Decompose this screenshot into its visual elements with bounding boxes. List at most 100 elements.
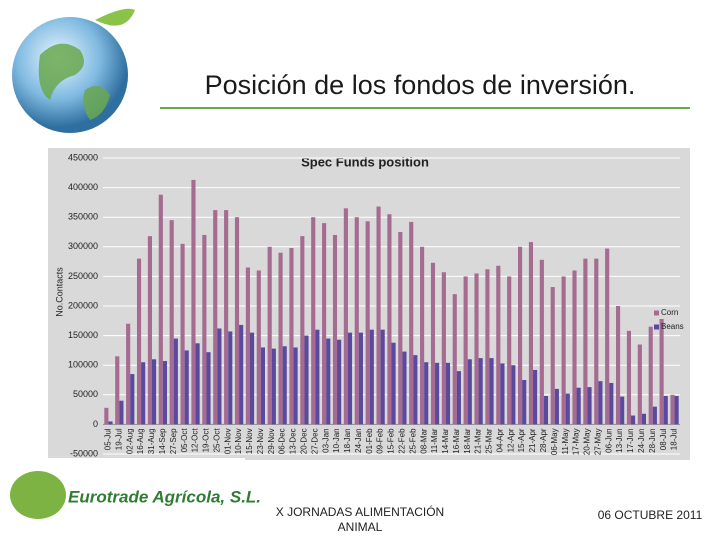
bar (271, 348, 276, 425)
bar (224, 210, 229, 425)
chart: Spec Funds position No.Contacts -5000005… (48, 148, 690, 460)
x-tick-label: 22-Feb (397, 428, 406, 454)
bar (435, 362, 440, 425)
bar (119, 400, 124, 425)
bar (337, 339, 342, 425)
bar (467, 359, 472, 425)
bar (354, 217, 359, 425)
bar (304, 335, 309, 425)
x-tick-label: 20-May (583, 428, 592, 455)
bar (365, 221, 370, 425)
x-tick-label: 24-Jan (354, 428, 363, 452)
x-tick-label: 21-Mar (474, 428, 483, 454)
bar (158, 194, 163, 425)
x-tick-label: 11-May (561, 428, 570, 454)
bar (615, 306, 621, 425)
x-tick-label: 27-May (593, 428, 602, 455)
company-logo-mark (10, 471, 66, 519)
bar (500, 363, 505, 425)
bar (130, 374, 135, 425)
x-tick-label: 01-Feb (365, 428, 374, 454)
bar (456, 371, 461, 425)
x-tick-label: 06-May (550, 428, 559, 455)
legend-swatch (654, 324, 659, 330)
globe-land (38, 43, 110, 120)
y-tick-label: 400000 (68, 182, 98, 192)
bar (343, 208, 348, 425)
y-tick-label: 200000 (68, 300, 98, 310)
bar (609, 382, 614, 425)
bar (278, 252, 283, 425)
bar (169, 220, 174, 425)
bar (228, 331, 233, 425)
bar (539, 259, 544, 425)
bar (485, 269, 490, 425)
bar (507, 276, 512, 425)
x-tick-label: 25-Oct (212, 428, 221, 453)
bar (550, 287, 555, 425)
bar (598, 381, 603, 425)
bar (587, 387, 592, 425)
chart-title: Spec Funds position (301, 154, 429, 169)
x-tick-label: 18-Mar (463, 428, 472, 454)
y-axis-label: No.Contacts (54, 267, 64, 317)
x-tick-label: 12-Apr (506, 428, 515, 452)
bar (424, 362, 429, 425)
y-tick-label: 150000 (68, 330, 98, 340)
bar (184, 350, 189, 425)
bar (489, 358, 494, 425)
x-tick-label: 16-Mar (452, 428, 461, 454)
x-tick-label: 13-Dec (289, 428, 298, 454)
bar (441, 272, 446, 425)
bar (554, 388, 559, 425)
x-tick-label: 18-Jan (343, 428, 352, 452)
bar (162, 361, 168, 425)
x-tick-label: 04-Apr (495, 428, 504, 452)
bar (583, 258, 588, 425)
event-date: 06 OCTUBRE 2011 (598, 508, 703, 522)
bar (452, 294, 457, 425)
bar (239, 324, 244, 425)
x-tick-label: 27-Dec (310, 428, 319, 454)
x-tick-label: 23-Nov (256, 428, 265, 454)
bar (104, 407, 109, 425)
x-tick-label: 25-Mar (485, 428, 494, 454)
bar (217, 328, 222, 425)
x-tick-label: 21-Apr (528, 428, 537, 452)
bar (659, 319, 664, 425)
y-tick-label: 350000 (68, 212, 98, 222)
x-tick-label: 06-Jun (604, 428, 613, 452)
bar (474, 273, 479, 425)
bar (267, 246, 272, 425)
bar (626, 330, 632, 425)
bar (522, 380, 527, 425)
bar (136, 258, 142, 425)
bar (528, 242, 534, 425)
bar (180, 243, 185, 425)
event-name-line-1: X JORNADAS ALIMENTACIÓN (276, 504, 444, 519)
bar (413, 355, 418, 425)
bar (195, 343, 200, 425)
x-tick-label: 05-Oct (180, 428, 189, 453)
y-tick-label: 300000 (68, 241, 98, 251)
x-tick-label: 05-Jul (104, 428, 113, 450)
bar (115, 356, 120, 425)
bar (648, 326, 653, 425)
bar (245, 267, 250, 425)
x-tick-label: 17-Jun (626, 428, 635, 452)
bar (387, 214, 392, 425)
bar (300, 236, 305, 425)
x-tick-label: 11-Mar (430, 428, 439, 453)
x-tick-label: 31-Aug (147, 428, 156, 454)
x-tick-label: 25-Feb (408, 428, 417, 454)
x-tick-label: 18-Jul (670, 428, 679, 450)
bar (605, 248, 610, 425)
bar (543, 395, 549, 425)
bar (561, 276, 566, 425)
bar (637, 344, 642, 425)
y-tick-label: 0 (93, 419, 98, 429)
bar (391, 342, 396, 425)
bar (322, 223, 327, 425)
x-tick-label: 12-Oct (191, 428, 200, 453)
